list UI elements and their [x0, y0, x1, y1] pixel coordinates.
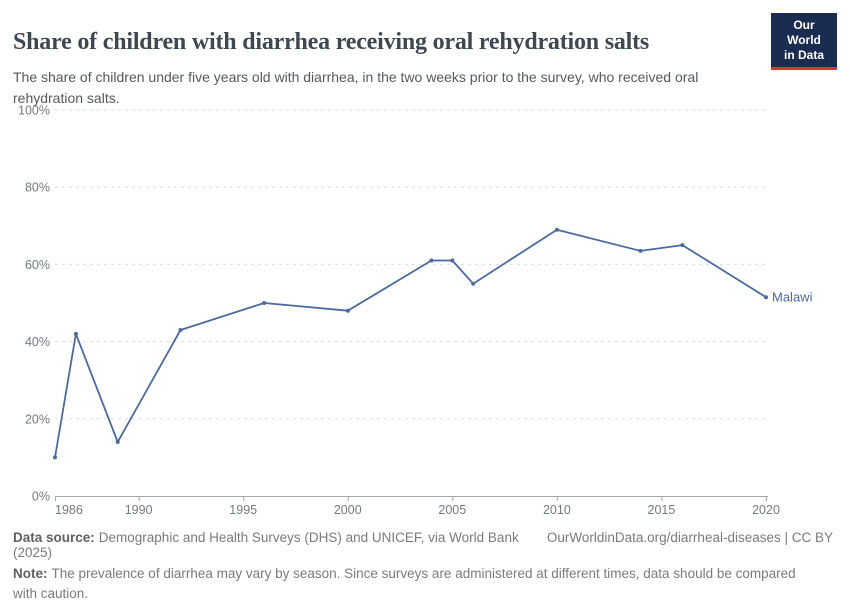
- data-point: [764, 295, 768, 300]
- data-source: Data source: Demographic and Health Surve…: [13, 530, 547, 560]
- data-source-label: Data source:: [13, 530, 95, 545]
- data-point: [262, 301, 267, 305]
- x-tick-label: 2005: [438, 503, 466, 517]
- series-line: [54, 228, 767, 459]
- owid-logo-line1: Our World: [787, 18, 821, 47]
- data-source-text: Demographic and Health Surveys (DHS) and…: [13, 530, 519, 560]
- footer-note: Note: The prevalence of diarrhea may vary…: [13, 564, 797, 600]
- chart-subtitle: The share of children under five years o…: [13, 69, 699, 106]
- y-tick-label: 40%: [25, 335, 50, 349]
- data-point: [680, 243, 685, 248]
- data-point: [429, 258, 434, 263]
- note-text: The prevalence of diarrhea may vary by s…: [13, 566, 796, 600]
- y-tick-label: 80%: [25, 181, 50, 195]
- x-tick-label: 1990: [125, 503, 153, 517]
- y-tick-label: 0%: [32, 490, 50, 504]
- owid-logo: Our World in Data: [771, 13, 837, 70]
- license-link[interactable]: OurWorldinData.org/diarrheal-diseases | …: [546, 530, 833, 545]
- x-tick-label: 1995: [229, 503, 257, 517]
- owid-logo-line2: in Data: [783, 48, 824, 62]
- y-tick-label: 60%: [25, 258, 50, 272]
- data-point: [471, 281, 476, 286]
- data-point: [178, 328, 183, 332]
- data-point: [345, 308, 350, 313]
- x-tick-label: 2000: [334, 503, 362, 517]
- y-tick-label: 100%: [18, 104, 50, 118]
- x-tick-label: 1986: [55, 503, 83, 517]
- note-label: Note:: [13, 566, 48, 581]
- page-title: Share of children with diarrhea receivin…: [13, 29, 650, 56]
- x-tick-label: 2020: [752, 503, 780, 517]
- data-point: [554, 227, 559, 232]
- data-point: [450, 258, 455, 263]
- data-point: [53, 455, 57, 460]
- line-chart: 0% 20% 40% 60% 80% 100% 1986 1990 1995 2000 2005 20…: [18, 104, 813, 518]
- series-end-label: Malawi: [772, 290, 813, 305]
- x-tick-label: 2010: [543, 503, 571, 517]
- y-tick-label: 20%: [25, 412, 50, 426]
- footer: Data source: Demographic and Health Surve…: [13, 530, 833, 600]
- data-point: [115, 440, 120, 444]
- data-point: [638, 248, 643, 253]
- x-tick-label: 2015: [648, 503, 676, 517]
- footer-row: Data source: Demographic and Health Surve…: [13, 530, 833, 560]
- data-point: [73, 331, 78, 336]
